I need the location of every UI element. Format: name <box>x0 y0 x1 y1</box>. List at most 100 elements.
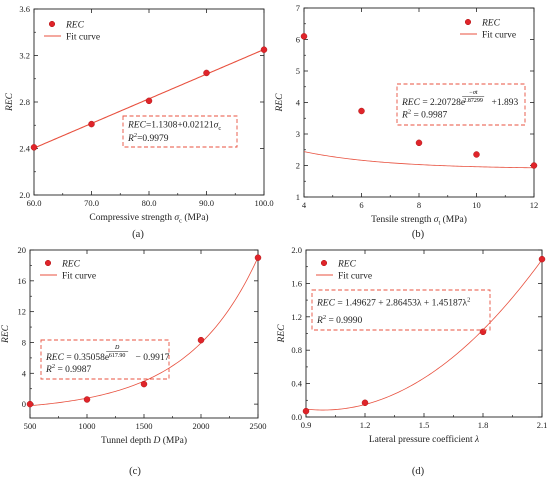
x-axis-title-variable: D <box>152 436 160 446</box>
y-tick-label: 3 <box>296 129 300 139</box>
y-tick-label: 1 <box>296 192 300 202</box>
y-tick-label: 2.0 <box>19 190 30 200</box>
eq-symbol: REC <box>45 353 65 363</box>
legend: REC Fit curve <box>44 21 100 43</box>
y-tick-label: 2.0 <box>291 245 302 255</box>
legend-label-fit: Fit curve <box>338 272 372 282</box>
legend: REC Fit curve <box>316 260 372 282</box>
data-point <box>30 144 38 151</box>
fit-curve <box>306 259 542 411</box>
x-axis-title-variable: λ <box>474 435 479 445</box>
eq-body: =0.9979 <box>137 134 169 144</box>
legend: REC Fit curve <box>40 260 96 282</box>
legend-label-points: REC <box>337 260 357 270</box>
data-point <box>358 107 365 115</box>
panel-label: (b) <box>412 229 425 240</box>
eq-superscript: 2 <box>52 363 55 370</box>
r-squared: R2=0.9979 <box>127 132 169 144</box>
x-axis-title-variable: σ <box>174 213 179 223</box>
exponent-denominator: 617.90 <box>109 353 126 359</box>
fit-curve <box>304 151 534 169</box>
x-axis-title-subscript: t <box>438 220 440 227</box>
y-tick-label: 2 <box>296 161 300 171</box>
data-point <box>145 97 153 105</box>
data-point <box>140 380 148 388</box>
r-squared: R2 = 0.9987 <box>45 363 92 375</box>
x-axis-title-unit: (MPa) <box>440 214 467 225</box>
eq-symbol: REC <box>316 298 336 308</box>
y-tick-label: 1.6 <box>291 278 302 288</box>
legend-marker-points <box>320 259 328 267</box>
x-axis-title-text: Tensile strength <box>371 215 434 225</box>
legend-label-points: REC <box>481 19 501 29</box>
x-tick-label: 1.8 <box>478 420 489 430</box>
eq-body: =1.1308+0.02121 <box>146 120 214 130</box>
legend-label-fit: Fit curve <box>482 31 516 41</box>
legend-marker-points <box>464 18 472 26</box>
eq-superscript: 2 <box>467 296 470 303</box>
panel-label: (d) <box>412 466 425 477</box>
fit-equation: REC = 0.35058e − 0.9917 <box>45 353 170 363</box>
x-axis-title-subscript: c <box>179 218 182 225</box>
y-tick-label: 16 <box>18 276 27 286</box>
data-point <box>361 399 369 407</box>
chart-panel-3: 500 1000 1500 2000 2500 0 4 8 12 16 20 REC Fit curve… <box>1 245 267 477</box>
x-tick-label: 90.0 <box>199 198 214 208</box>
y-tick-label: 12 <box>18 307 27 317</box>
x-tick-label: 1.2 <box>360 420 371 430</box>
x-tick-label: 2.1 <box>537 420 548 430</box>
data-point <box>26 400 34 408</box>
y-tick-label: 3.6 <box>19 4 30 14</box>
y-tick-label: 8 <box>22 337 26 347</box>
x-tick-label: 12 <box>530 200 539 210</box>
eq-body: = 2.20728e <box>420 98 465 108</box>
y-tick-label: 0.0 <box>291 412 302 422</box>
eq-body: = 0.35058e <box>64 353 109 363</box>
eq-body: = 0.9987 <box>55 365 91 375</box>
r-squared: R2 = 0.9987 <box>401 109 448 121</box>
y-tick-label: 7 <box>296 3 300 13</box>
x-tick-label: 2500 <box>250 421 267 431</box>
panel-label: (c) <box>129 466 141 477</box>
y-tick-label: 20 <box>18 245 27 255</box>
x-tick-label: 80.0 <box>142 198 157 208</box>
y-tick-label: 0.8 <box>291 345 302 355</box>
exponent-numerator: D <box>114 345 120 351</box>
eq-symbol: REC <box>127 120 147 130</box>
data-point <box>473 151 480 158</box>
x-tick-label: 70.0 <box>84 198 99 208</box>
x-axis-title: Compressive strength σc (MPa) <box>89 212 208 225</box>
equation-box-border <box>122 115 238 148</box>
eq-subscript: c <box>218 125 221 132</box>
y-tick-label: 2.4 <box>19 144 30 154</box>
fit-equation: REC=1.1308+0.02121σc <box>127 120 221 132</box>
data-point <box>83 396 91 403</box>
eq-symbol: R <box>45 365 52 375</box>
exponent-numerator: −σt <box>469 90 478 96</box>
eq-symbol: R <box>401 111 408 121</box>
x-tick-label: 1000 <box>79 421 96 431</box>
eq-tail: − 0.9917 <box>133 353 169 363</box>
y-tick-label: 1.2 <box>291 312 302 322</box>
x-tick-label: 8 <box>417 200 421 210</box>
y-tick-label: 0 <box>22 399 26 409</box>
legend: REC Fit curve <box>460 19 516 41</box>
data-point <box>260 46 268 53</box>
x-tick-label: 10 <box>472 200 481 210</box>
r-squared: R2 = 0.9990 <box>316 314 363 326</box>
eq-body: = 0.9990 <box>326 316 362 326</box>
x-axis-title: Tensile strength σt (MPa) <box>371 214 467 227</box>
x-tick-label: 60.0 <box>27 198 42 208</box>
eq-superscript: 2 <box>408 109 411 116</box>
x-axis-title-text: Compressive strength <box>89 213 174 223</box>
x-tick-label: 2000 <box>193 421 210 431</box>
panel-label: (a) <box>132 229 144 240</box>
equation-box: REC = 0.35058e − 0.9917 D 617.90 R2 = 0.998… <box>40 339 170 380</box>
eq-superscript: 2 <box>134 132 137 139</box>
y-axis-title: REC <box>275 93 285 113</box>
eq-superscript: 2 <box>323 314 326 321</box>
y-tick-label: 2.8 <box>19 97 30 107</box>
